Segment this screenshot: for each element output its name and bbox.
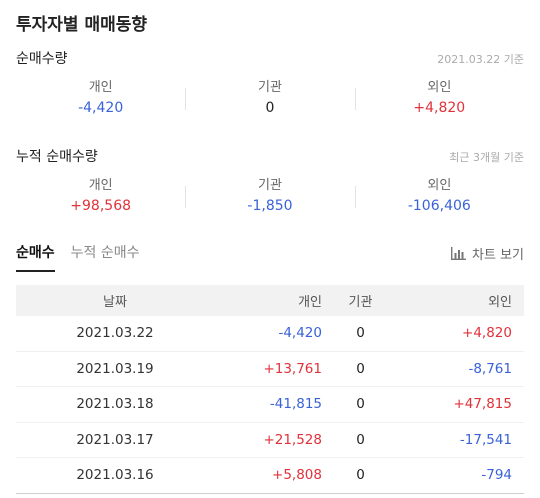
cell-foreign: +4,820 [462,325,512,342]
trading-table: 날짜 개인 기관 외인 2021.03.22 -4,420 0 +4,820 2… [16,285,524,494]
cumulative-foreign: 외인 -106,406 [354,177,524,217]
stat-label: 개인 [88,178,113,193]
tab-bar: 순매수 누적 순매수 [16,242,156,272]
stat-value: 0 [265,100,275,116]
cell-foreign: -8,761 [468,360,512,377]
cumulative-individual: 개인 +98,568 [16,177,185,217]
header-foreign: 외인 [488,295,512,310]
net-section-note: 2021.03.22 기준 [437,53,524,66]
cell-individual: +13,761 [263,360,322,377]
header-date: 날짜 [103,295,127,310]
cell-date: 2021.03.16 [76,467,154,484]
stat-label: 기관 [258,80,282,95]
cell-date: 2021.03.18 [76,396,154,413]
cumulative-stats: 개인 +98,568 기관 -1,850 외인 -106,406 [16,177,524,217]
net-institution: 기관 0 [185,79,354,119]
cell-institution: 0 [356,325,365,342]
cell-foreign: -17,541 [459,431,512,448]
chart-view-button[interactable]: 차트 보기 [451,244,524,263]
cell-date: 2021.03.17 [76,431,154,448]
cell-date: 2021.03.22 [76,325,154,342]
page-title: 투자자별 매매동향 [16,15,148,35]
table-row: 2021.03.18 -41,815 0 +47,815 [16,387,524,423]
stat-label: 외인 [427,80,452,95]
tab-cumulative-net-buy[interactable]: 누적 순매수 [70,245,140,261]
stat-value: +98,568 [70,198,132,214]
cell-foreign: +47,815 [453,396,512,413]
header-institution: 기관 [348,295,373,310]
cell-institution: 0 [356,396,365,413]
cell-institution: 0 [356,431,365,448]
stat-value: -4,420 [78,100,124,116]
cell-date: 2021.03.19 [76,360,154,377]
cell-institution: 0 [356,467,365,484]
stat-value: +4,820 [413,100,466,116]
cell-individual: +21,528 [263,431,322,448]
stat-label: 개인 [88,80,113,95]
cell-individual: +5,808 [272,467,322,484]
net-foreign: 외인 +4,820 [354,79,524,119]
cumulative-institution: 기관 -1,850 [185,177,354,217]
table-row: 2021.03.22 -4,420 0 +4,820 [16,316,524,352]
net-individual: 개인 -4,420 [16,79,185,119]
tab-net-buy[interactable]: 순매수 [16,242,55,272]
header-individual: 개인 [298,295,322,310]
stat-label: 외인 [427,178,452,193]
table-row: 2021.03.19 +13,761 0 -8,761 [16,352,524,387]
stat-value: -106,406 [407,198,471,214]
cell-institution: 0 [356,360,365,377]
table-row: 2021.03.17 +21,528 0 -17,541 [16,423,524,458]
stat-label: 기관 [258,178,282,193]
stat-value: -1,850 [247,198,293,214]
net-section-title: 순매수량 [16,51,68,67]
cell-individual: -4,420 [278,325,322,342]
table-row: 2021.03.16 +5,808 0 -794 [16,458,524,494]
table-header: 날짜 개인 기관 외인 [16,285,524,316]
cumulative-section-title: 누적 순매수량 [16,149,98,165]
chart-view-label: 차트 보기 [472,248,524,263]
cell-individual: -41,815 [269,396,322,413]
net-stats: 개인 -4,420 기관 0 외인 +4,820 [16,79,524,119]
cumulative-section-note: 최근 3개월 기준 [449,151,524,164]
cell-foreign: -794 [481,467,512,484]
bar-chart-icon [451,247,467,260]
